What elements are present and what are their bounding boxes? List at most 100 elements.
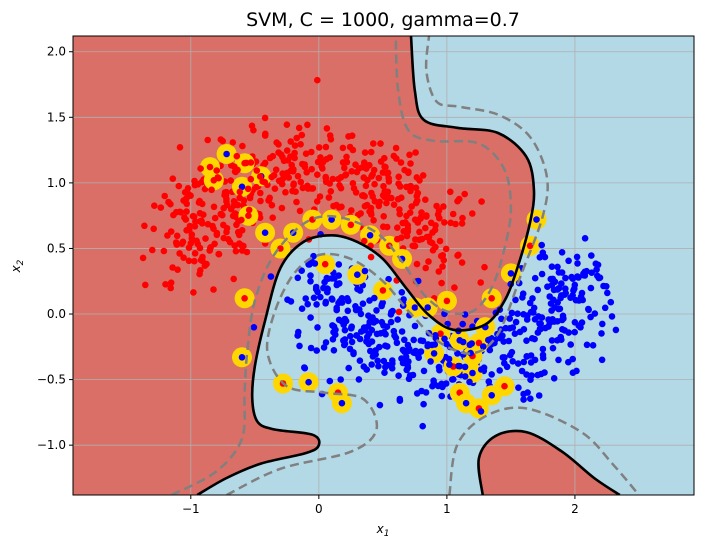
class1-point <box>411 349 419 357</box>
class0-point <box>413 260 421 268</box>
class1-point <box>393 339 401 347</box>
class1-point <box>365 312 372 320</box>
class1-point <box>330 323 338 330</box>
class1-point <box>338 295 346 302</box>
class1-point <box>367 347 374 355</box>
class1-point <box>267 273 275 280</box>
class1-point <box>420 400 427 408</box>
class1-point <box>445 355 453 363</box>
class0-point <box>197 165 204 172</box>
class1-point <box>607 298 615 306</box>
class1-point <box>322 298 330 306</box>
class1-point <box>588 269 595 277</box>
class0-point <box>297 141 304 148</box>
class0-point <box>176 250 183 257</box>
class1-point <box>557 294 564 302</box>
class1-point <box>571 319 579 326</box>
class0-point <box>363 165 370 172</box>
support-vector-point <box>475 339 483 347</box>
class0-point <box>327 136 335 143</box>
class0-point <box>210 286 217 293</box>
class1-point <box>424 342 431 350</box>
class1-point <box>565 358 572 366</box>
class1-point <box>612 326 620 334</box>
class1-point <box>512 296 519 304</box>
class0-point <box>285 174 293 181</box>
class1-point <box>375 362 382 370</box>
class0-point <box>425 258 432 265</box>
support-vector-point <box>245 212 252 219</box>
y-tick-label: −1.0 <box>37 438 66 452</box>
class1-point <box>579 296 586 304</box>
class1-point <box>404 362 412 370</box>
class0-point <box>477 279 485 286</box>
margin-line-lower <box>171 36 513 495</box>
class1-point <box>583 341 591 349</box>
class0-point <box>422 224 429 232</box>
class1-point <box>506 315 513 322</box>
class1-point <box>381 369 388 377</box>
class1-point <box>373 330 381 338</box>
x-tick-label: −1 <box>182 502 200 516</box>
class0-point <box>273 139 281 146</box>
class0-point <box>395 308 403 316</box>
class0-point <box>416 177 423 184</box>
class1-point <box>534 286 542 294</box>
class0-point <box>257 197 264 205</box>
class1-point <box>555 285 562 292</box>
class0-point <box>394 195 402 203</box>
x-tick-label: 1 <box>443 502 451 516</box>
class0-point <box>371 180 378 188</box>
class1-point <box>339 318 347 325</box>
class0-point <box>335 175 342 183</box>
class0-point <box>247 159 255 166</box>
class1-point <box>534 371 541 379</box>
class0-point <box>433 202 440 210</box>
class0-point <box>335 204 343 211</box>
class0-point <box>422 196 429 203</box>
decision-boundary <box>196 36 536 495</box>
class0-point <box>175 182 183 190</box>
class0-point <box>213 167 220 174</box>
class0-point <box>269 214 277 221</box>
class0-point <box>349 180 357 187</box>
class0-point <box>162 281 169 288</box>
class1-point <box>598 356 606 364</box>
class0-point <box>390 201 398 208</box>
class0-point <box>234 228 242 236</box>
class1-point <box>538 270 546 278</box>
class1-point <box>595 274 603 282</box>
support-vector-point <box>462 399 470 407</box>
class1-point <box>587 284 595 292</box>
support-vector-point <box>206 163 214 171</box>
class0-point <box>192 218 199 225</box>
class0-point <box>199 200 206 208</box>
class1-point <box>368 361 376 368</box>
class0-point <box>287 167 295 175</box>
class1-point <box>565 257 572 265</box>
class1-point <box>536 253 544 261</box>
class0-point <box>412 149 419 156</box>
class1-point <box>585 305 592 313</box>
class0-point <box>275 177 283 185</box>
class1-point <box>398 289 406 296</box>
class1-point <box>333 306 341 314</box>
class1-point <box>406 372 414 379</box>
class1-point <box>514 360 522 367</box>
class0-point <box>172 239 180 246</box>
class0-point <box>189 212 197 220</box>
class1-point <box>314 324 321 331</box>
class1-point <box>347 332 354 340</box>
class0-point <box>265 197 272 204</box>
class1-point <box>608 313 616 320</box>
class1-point <box>520 396 527 403</box>
class1-point <box>551 304 558 311</box>
support-vector-point <box>328 216 335 223</box>
class1-point <box>538 241 545 249</box>
class0-region-lower <box>478 430 620 495</box>
class0-point <box>183 208 190 215</box>
support-vector-point <box>261 229 269 236</box>
class1-point <box>554 263 561 271</box>
class0-point <box>190 289 197 296</box>
class1-point <box>418 387 425 395</box>
